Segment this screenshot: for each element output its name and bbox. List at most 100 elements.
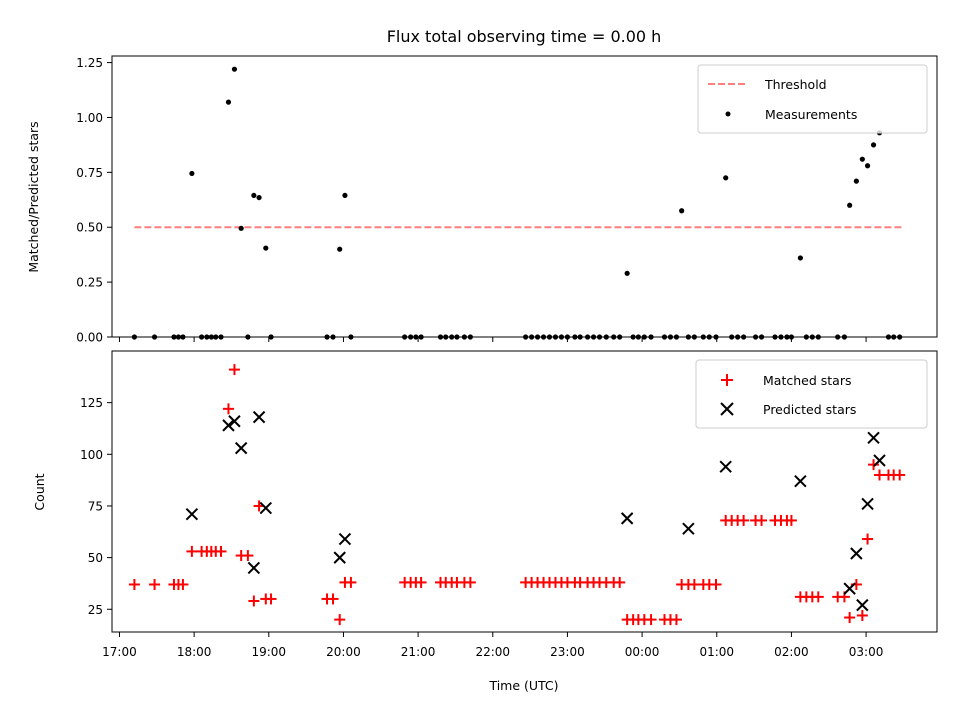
measurement-point: [256, 194, 262, 201]
measurement-point: [337, 246, 343, 252]
measurement-point: [251, 192, 257, 199]
matched-star-point: [149, 578, 161, 590]
bottom-xtick-label: 22:00: [475, 645, 510, 659]
top-legend-box: [697, 64, 928, 134]
bottom-ytick-label: 50: [88, 551, 103, 565]
bottom-xtick-label: 19:00: [251, 645, 286, 659]
matched-star-point: [812, 591, 824, 603]
matched-star-point: [844, 612, 856, 624]
top-legend: Threshold Measurements: [697, 64, 928, 134]
matched-star-point: [177, 578, 189, 590]
matched-star-point: [464, 576, 476, 588]
measurement-point: [231, 66, 238, 72]
bottom-ytick-label: 75: [88, 499, 103, 513]
predicted-legend-marker: [720, 402, 734, 416]
matched-star-point: [738, 514, 750, 526]
predicted-star-point: [222, 419, 235, 432]
bottom-xtick-label: 21:00: [401, 645, 436, 659]
bottom-ytick-label: 100: [80, 448, 103, 462]
matched-star-point: [868, 459, 880, 471]
measurement-point: [189, 170, 195, 177]
predicted-star-point: [794, 474, 807, 488]
predicted-star-point: [861, 497, 874, 511]
matched-star-point: [670, 614, 682, 626]
measurement-point: [870, 142, 877, 148]
measurements-legend-marker: [725, 111, 731, 117]
predicted-star-point: [333, 551, 346, 564]
predicted-star-point: [185, 508, 199, 521]
predicted-star-point: [259, 501, 273, 515]
top-ytick-label: 1.00: [76, 111, 103, 125]
measurement-point: [853, 178, 859, 184]
bottom-legend-box: [695, 359, 928, 429]
predicted-star-point: [247, 561, 261, 575]
bottom-plot-frame: [111, 350, 938, 633]
bottom-ytick-label: 125: [80, 396, 103, 410]
matched-star-point: [248, 595, 260, 607]
measurement-point: [859, 156, 865, 162]
predicted-star-point: [234, 441, 248, 455]
matched-star-point: [345, 576, 357, 588]
measurement-point: [624, 270, 630, 276]
predicted-star-point: [620, 512, 634, 525]
top-ytick-label: 0.25: [76, 276, 103, 290]
matched-star-point: [856, 609, 868, 621]
bottom-xtick-label: 01:00: [699, 645, 734, 659]
bottom-xtick-label: 20:00: [326, 645, 361, 659]
measurement-point: [225, 99, 232, 105]
top-plot-frame: [111, 55, 938, 338]
x-axis-label: Time (UTC): [488, 678, 558, 693]
measurement-point: [847, 202, 853, 208]
top-ytick-label: 0.50: [76, 221, 103, 235]
measurement-point: [797, 255, 803, 261]
measurements-legend-label: Measurements: [765, 107, 857, 122]
matched-star-point: [894, 469, 906, 481]
matched-star-point: [334, 614, 346, 626]
predicted-star-point: [252, 410, 266, 424]
measurement-point: [723, 175, 729, 181]
matched-star-point: [215, 545, 227, 557]
predicted-star-point: [843, 582, 856, 595]
bottom-xtick-label: 03:00: [849, 645, 884, 659]
matched-star-point: [265, 593, 277, 605]
bottom-y-axis-label: Count: [32, 473, 47, 510]
bottom-xtick-label: 18:00: [177, 645, 212, 659]
predicted-star-point: [867, 431, 880, 444]
matched-star-point: [222, 403, 234, 415]
matched-star-point: [128, 578, 140, 590]
bottom-panel: 25 50 75 100 125 17:00 18:00 19:00 20:00 21:00 22…: [32, 350, 938, 693]
matched-star-point: [614, 576, 626, 588]
top-ytick-label: 0.00: [76, 331, 103, 345]
predicted-star-point: [873, 454, 886, 467]
matched-star-point: [756, 514, 768, 526]
predicted-star-point: [338, 532, 352, 546]
predicted-legend-label: Predicted stars: [763, 402, 856, 417]
bottom-legend: Matched stars Predicted stars: [695, 359, 928, 429]
matched-star-point: [862, 533, 874, 545]
top-y-axis-label: Matched/Predicted stars: [26, 121, 41, 272]
matched-star-point: [710, 578, 722, 590]
matched-star-point: [327, 593, 339, 605]
matched-star-point: [186, 545, 198, 557]
top-panel: 0.00 0.25 0.50 0.75 1.00 1.25 Matched/Predict…: [26, 55, 938, 345]
measurement-point: [238, 225, 244, 231]
predicted-star-point: [856, 598, 869, 612]
chart-title: Flux total observing time = 0.00 h: [387, 27, 662, 46]
matched-star-point: [242, 550, 254, 562]
matched-legend-label: Matched stars: [763, 373, 851, 388]
bottom-xtick-label: 02:00: [774, 645, 809, 659]
bottom-ytick-label: 25: [88, 603, 103, 617]
top-ytick-label: 1.25: [76, 56, 103, 70]
matched-star-point: [415, 576, 427, 588]
measurement-point: [263, 245, 269, 251]
predicted-star-point: [228, 415, 241, 428]
matched-legend-marker: [721, 374, 733, 386]
top-ytick-label: 0.75: [76, 166, 103, 180]
measurement-point: [342, 192, 348, 199]
predicted-star-point: [719, 460, 732, 473]
bottom-xtick-label: 00:00: [625, 645, 660, 659]
measurement-point: [864, 163, 871, 169]
matched-star-point: [645, 614, 657, 626]
measurement-point: [679, 208, 685, 214]
